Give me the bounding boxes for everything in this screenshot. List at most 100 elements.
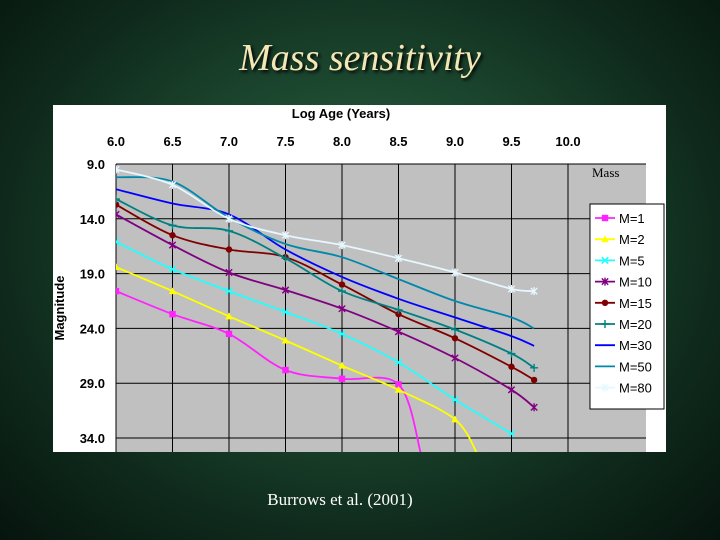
legend: M=1 M=2 M=5 M=10 M=15 M=20 M=30 M=50 M=80 (589, 203, 665, 410)
data-point (451, 335, 459, 342)
data-point (395, 310, 402, 318)
legend-item: M=5 (595, 253, 645, 268)
x-tick-label: 9.0 (446, 134, 464, 149)
data-point (281, 336, 290, 344)
data-point (225, 246, 233, 253)
legend-item: M=30 (595, 338, 652, 353)
series-line (116, 176, 535, 330)
legend-label: M=15 (619, 296, 652, 311)
legend-title: Mass (592, 165, 619, 180)
data-point (394, 254, 403, 263)
y-tick-label: 9.0 (87, 157, 105, 172)
series-layer (116, 165, 539, 452)
citation: Burrows et al. (2001) (267, 490, 413, 509)
data-point (168, 221, 177, 230)
x-tick-label: 6.5 (163, 134, 181, 149)
data-point (530, 363, 539, 372)
legend-marker (601, 320, 609, 328)
legend-marker (601, 277, 609, 286)
data-point (451, 395, 459, 404)
data-point (338, 375, 346, 383)
legend-item: M=15 (595, 296, 652, 311)
data-point (338, 281, 346, 288)
slide-title: Mass sensitivity (239, 37, 481, 79)
legend-item: M=20 (595, 317, 652, 332)
data-point (530, 376, 538, 384)
data-point (507, 284, 516, 293)
data-point (168, 241, 177, 250)
data-point (225, 214, 233, 223)
legend-marker (601, 383, 609, 392)
series-M=50 (116, 176, 535, 330)
data-point (394, 327, 403, 336)
data-point (394, 385, 403, 393)
legend-marker (601, 235, 609, 243)
data-point (507, 385, 516, 394)
y-tick-label: 14.0 (80, 212, 105, 227)
x-tick-label: 6.0 (107, 134, 125, 149)
data-point (507, 429, 516, 438)
x-tick-label: 8.5 (389, 134, 407, 149)
data-point (507, 349, 516, 358)
data-point (451, 353, 459, 362)
y-tick-label: 34.0 (80, 431, 105, 446)
data-point (116, 195, 120, 204)
data-point (282, 366, 289, 374)
data-point (530, 403, 538, 412)
data-point (225, 312, 233, 320)
data-point (451, 325, 459, 334)
data-point (451, 415, 459, 423)
y-tick-label: 29.0 (80, 376, 105, 391)
gridlines (115, 163, 646, 452)
series-M=10 (116, 210, 538, 412)
x-tick-label: 7.5 (276, 134, 294, 149)
legend-marker (601, 299, 609, 306)
series-M=30 (116, 188, 535, 347)
chart-svg: 6.0 6.5 7.0 7.5 8.0 8.5 9.0 9.5 10.0 9.0 14.0 19.0… (53, 106, 665, 452)
data-point (225, 268, 233, 277)
data-point (395, 381, 402, 388)
data-point (116, 238, 120, 246)
data-point (225, 287, 233, 295)
legend-label: M=2 (619, 232, 645, 247)
data-point (169, 232, 176, 239)
series-M=1 (116, 287, 422, 452)
y-tick-labels: 9.0 14.0 19.0 24.0 29.0 34.0 (80, 157, 105, 446)
legend-label: M=30 (619, 338, 652, 353)
data-point (281, 254, 290, 263)
data-point (338, 287, 346, 296)
data-point (338, 304, 346, 313)
legend-label: M=80 (619, 381, 652, 396)
x-tick-label: 9.5 (502, 134, 520, 149)
x-tick-label: 8.0 (333, 134, 351, 149)
data-point (169, 310, 176, 318)
legend-item: M=50 (595, 359, 652, 374)
y-tick-label: 19.0 (80, 267, 105, 282)
legend-item: M=10 (595, 275, 652, 290)
data-point (116, 287, 120, 295)
data-point (116, 263, 120, 271)
series-M=2 (116, 263, 478, 452)
data-point (338, 330, 346, 338)
x-tick-labels: 6.0 6.5 7.0 7.5 8.0 8.5 9.0 9.5 10.0 (107, 134, 581, 149)
chart: 6.0 6.5 7.0 7.5 8.0 8.5 9.0 9.5 10.0 9.0 14.0 19.0… (53, 105, 666, 452)
data-point (508, 363, 515, 370)
legend-item: M=1 (595, 211, 645, 226)
data-point (338, 241, 346, 250)
legend-label: M=20 (619, 317, 652, 332)
data-point (394, 305, 403, 314)
data-point (116, 165, 120, 174)
legend-label: M=5 (619, 253, 645, 268)
data-point (530, 287, 538, 296)
x-tick-label: 7.0 (220, 134, 238, 149)
legend-item: M=80 (595, 381, 652, 396)
data-point (281, 231, 290, 240)
data-point (394, 358, 403, 367)
legend-marker (601, 214, 609, 222)
data-point (225, 226, 233, 235)
series-line (116, 188, 535, 347)
x-axis-title: Log Age (Years) (292, 106, 390, 121)
y-axis-title: Magnitude (53, 276, 67, 341)
legend-marker (601, 256, 609, 265)
plot-area (116, 164, 646, 452)
